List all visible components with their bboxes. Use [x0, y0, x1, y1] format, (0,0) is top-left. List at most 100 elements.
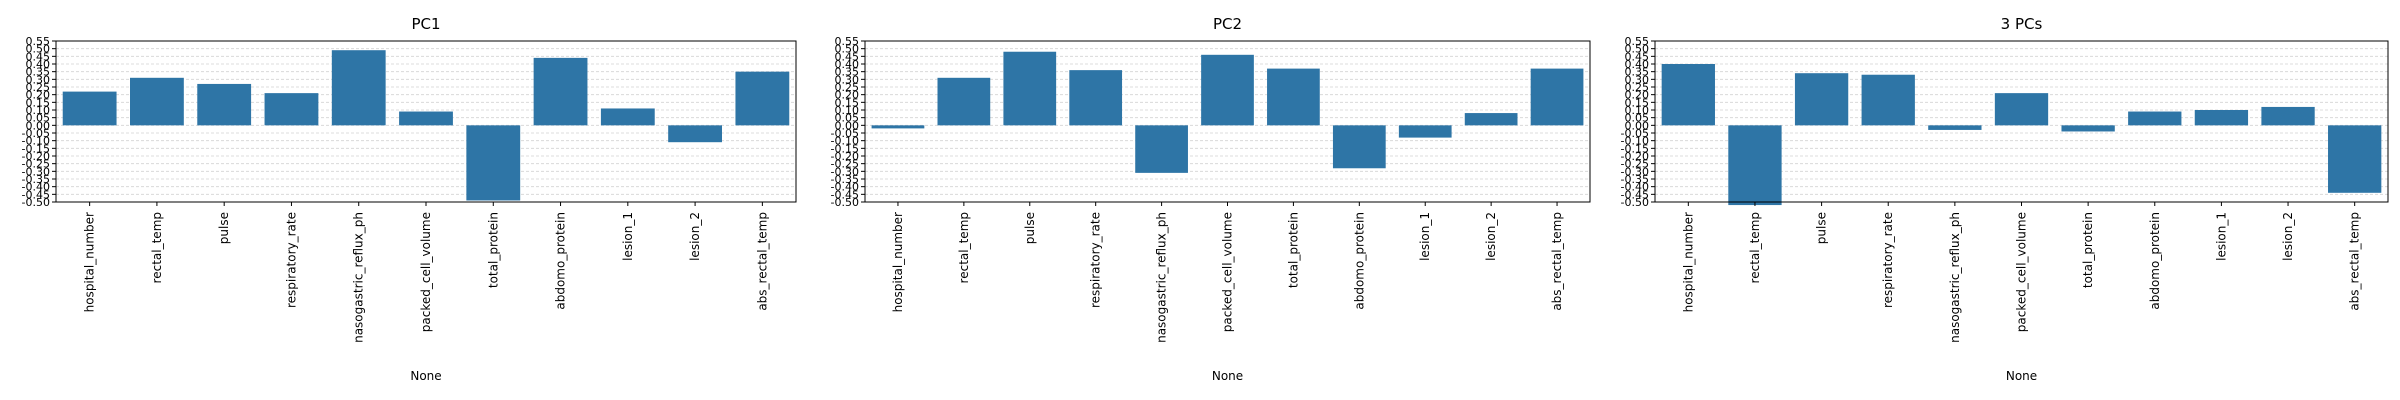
- y-tick-label: 0.00: [26, 119, 51, 132]
- y-tick-label: 0.35: [1625, 66, 1650, 79]
- y-tick-label: 0.00: [1625, 119, 1650, 132]
- x-tick-label: total_protein: [1286, 212, 1300, 288]
- y-tick-label: -0.40: [22, 181, 50, 194]
- y-tick-label: -0.25: [831, 158, 859, 171]
- y-tick-label: 0.10: [1625, 104, 1650, 117]
- y-tick-label: -0.50: [22, 196, 50, 209]
- y-tick-label: -0.10: [22, 135, 50, 148]
- bar-total-protein: [1267, 68, 1320, 126]
- y-tick-label: -0.10: [831, 135, 859, 148]
- bar-respiratory-rate: [1861, 74, 1915, 126]
- x-axis-label: None: [1212, 369, 1243, 383]
- y-tick-label: -0.35: [1621, 173, 1649, 186]
- y-tick-label: 0.50: [26, 43, 51, 56]
- x-tick-label: lesion_1: [621, 212, 635, 261]
- bar-lesion-1: [600, 108, 655, 126]
- bar-lesion-1: [2194, 110, 2249, 126]
- bar-respiratory-rate: [264, 93, 319, 126]
- y-tick-label: 0.05: [835, 112, 860, 125]
- bar-abs-rectal-temp: [1530, 68, 1584, 126]
- chart-title: PC2: [1213, 15, 1242, 33]
- y-tick-label: -0.10: [1621, 135, 1649, 148]
- y-tick-label: -0.25: [22, 158, 50, 171]
- y-tick-label: 0.45: [26, 50, 51, 63]
- bar-pulse: [1003, 51, 1057, 126]
- y-tick-label: 0.50: [1625, 43, 1650, 56]
- y-tick-label: -0.40: [831, 181, 859, 194]
- y-tick-label: -0.20: [1621, 150, 1649, 163]
- x-tick-label: abs_rectal_temp: [2348, 212, 2362, 311]
- bar-respiratory-rate: [1069, 70, 1123, 126]
- y-tick-label: 0.40: [26, 58, 51, 71]
- y-tick-label: -0.05: [22, 127, 50, 140]
- y-tick-label: 0.50: [835, 43, 860, 56]
- x-tick-label: total_protein: [486, 212, 500, 288]
- x-tick-label: lesion_2: [688, 212, 702, 261]
- y-tick-label: -0.45: [22, 188, 50, 201]
- x-tick-label: rectal_temp: [957, 212, 971, 283]
- x-tick-label: respiratory_rate: [1089, 212, 1103, 308]
- y-tick-label: 0.20: [1625, 89, 1650, 102]
- y-tick-label: 0.55: [1625, 35, 1650, 48]
- y-tick-label: 0.15: [835, 96, 860, 109]
- y-tick-label: -0.35: [22, 173, 50, 186]
- y-tick-label: 0.55: [835, 35, 860, 48]
- x-tick-label: abdomo_protein: [2148, 212, 2162, 310]
- y-tick-label: 0.10: [26, 104, 51, 117]
- bar-abs-rectal-temp: [735, 71, 790, 126]
- y-tick-label: 0.25: [26, 81, 51, 94]
- bar-abdomo-protein: [2128, 111, 2182, 126]
- bar-lesion-1: [1398, 125, 1452, 138]
- x-tick-label: total_protein: [2081, 212, 2095, 288]
- bar-nasogastric-reflux-ph: [1135, 125, 1188, 173]
- y-tick-label: 0.00: [835, 119, 860, 132]
- x-tick-label: hospital_number: [891, 212, 905, 312]
- y-tick-label: 0.15: [1625, 96, 1650, 109]
- y-tick-label: 0.20: [26, 89, 51, 102]
- y-tick-label: -0.50: [831, 196, 859, 209]
- x-tick-label: packed_cell_volume: [419, 212, 433, 332]
- bar-nasogastric-reflux-ph: [331, 50, 386, 126]
- x-axis-label: None: [2006, 369, 2037, 383]
- bar-pulse: [197, 83, 252, 126]
- chart-panel-3: 0.550.500.450.400.350.300.250.200.150.10…: [1621, 15, 2389, 383]
- x-tick-label: pulse: [1023, 212, 1037, 244]
- y-tick-label: 0.45: [835, 50, 860, 63]
- bar-abs-rectal-temp: [2328, 125, 2382, 193]
- x-tick-label: lesion_1: [1418, 212, 1432, 261]
- y-tick-label: -0.15: [1621, 142, 1649, 155]
- y-tick-label: 0.25: [835, 81, 860, 94]
- x-tick-label: lesion_2: [1484, 212, 1498, 261]
- chart-title: PC1: [411, 15, 440, 33]
- x-tick-label: abdomo_protein: [1352, 212, 1366, 310]
- bar-hospital-number: [871, 125, 925, 129]
- y-tick-label: 0.55: [26, 35, 51, 48]
- y-tick-label: -0.35: [831, 173, 859, 186]
- y-tick-label: 0.40: [835, 58, 860, 71]
- y-tick-label: -0.40: [1621, 181, 1649, 194]
- bar-rectal-temp: [1728, 125, 1782, 206]
- bar-packed-cell-volume: [1201, 54, 1254, 126]
- bar-abdomo-protein: [533, 57, 588, 126]
- x-tick-label: rectal_temp: [150, 212, 164, 283]
- y-tick-label: 0.45: [1625, 50, 1650, 63]
- bar-hospital-number: [1661, 64, 1715, 126]
- y-tick-label: 0.30: [835, 73, 860, 86]
- bar-rectal-temp: [130, 77, 184, 126]
- chart-panel-2: 0.550.500.450.400.350.300.250.200.150.10…: [831, 15, 1591, 383]
- x-tick-label: packed_cell_volume: [1221, 212, 1235, 332]
- y-tick-label: 0.20: [835, 89, 860, 102]
- bar-pulse: [1794, 73, 1849, 126]
- y-tick-label: -0.30: [1621, 165, 1649, 178]
- y-tick-label: -0.15: [831, 142, 859, 155]
- x-tick-label: hospital_number: [1681, 212, 1695, 312]
- chart-panel-1: 0.550.500.450.400.350.300.250.200.150.10…: [22, 15, 797, 383]
- bar-abdomo-protein: [1332, 125, 1386, 169]
- x-tick-label: hospital_number: [83, 212, 97, 312]
- x-tick-label: respiratory_rate: [1881, 212, 1895, 308]
- y-tick-label: -0.30: [22, 165, 50, 178]
- y-tick-label: -0.25: [1621, 158, 1649, 171]
- x-tick-label: nasogastric_reflux_ph: [1155, 212, 1169, 343]
- bar-nasogastric-reflux-ph: [1928, 125, 1982, 130]
